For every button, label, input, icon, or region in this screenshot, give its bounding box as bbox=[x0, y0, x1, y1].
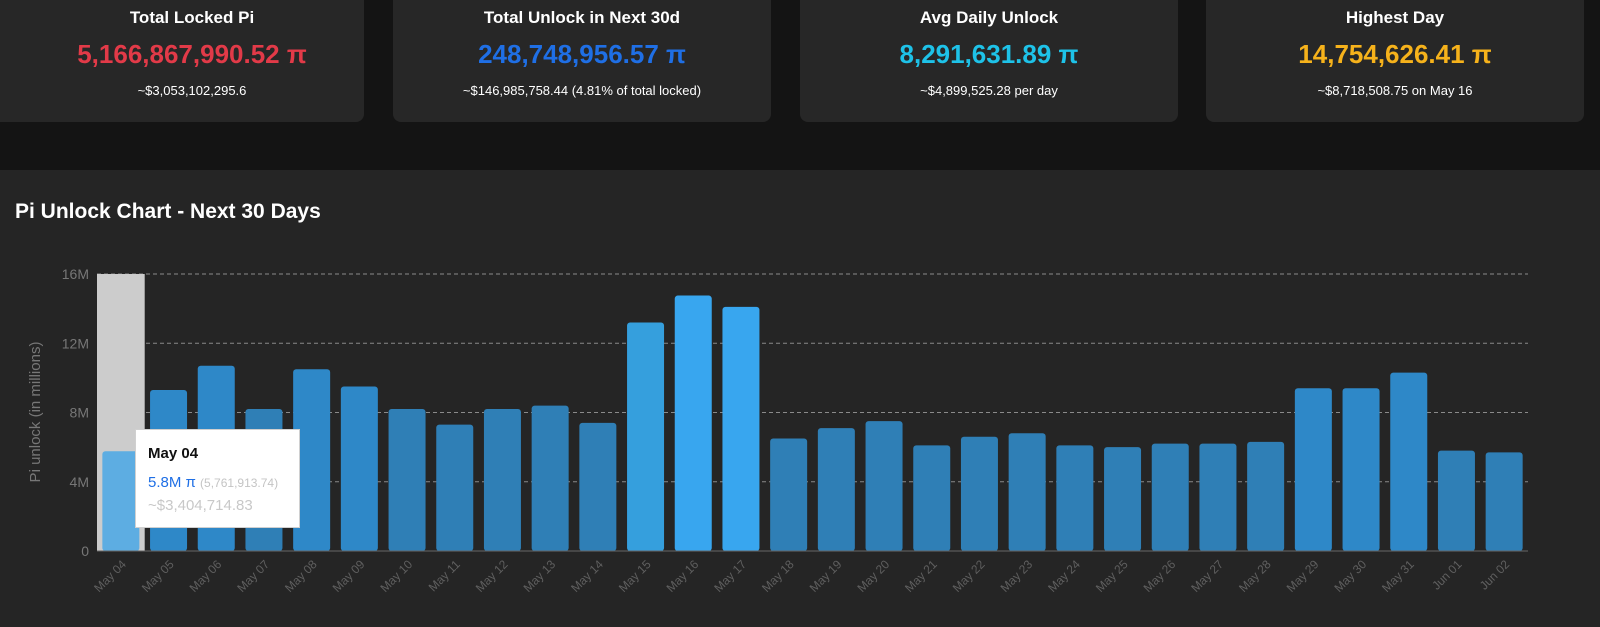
x-tick-label: May 17 bbox=[711, 557, 749, 595]
bar bbox=[1437, 450, 1475, 551]
bar bbox=[293, 369, 331, 551]
card-value: 5,166,867,990.52 π bbox=[77, 39, 307, 69]
x-tick-label: May 25 bbox=[1093, 557, 1131, 595]
x-tick-label: May 21 bbox=[902, 557, 940, 595]
chart-tooltip: May 04 5.8M π (5,761,913.74) ~$3,404,714… bbox=[135, 429, 300, 528]
bar bbox=[722, 306, 760, 551]
y-tick-label: 4M bbox=[70, 474, 89, 490]
x-tick-label: May 26 bbox=[1141, 557, 1179, 595]
bar bbox=[1294, 388, 1332, 551]
x-tick-label: May 06 bbox=[187, 557, 225, 595]
bar bbox=[1199, 443, 1237, 551]
tooltip-value-short: 5.8M π bbox=[148, 474, 196, 491]
card-subtext: ~$8,718,508.75 on May 16 bbox=[1317, 83, 1473, 98]
tooltip-value: 5.8M π (5,761,913.74) bbox=[148, 474, 278, 491]
card-subtext: ~$146,985,758.44 (4.81% of total locked) bbox=[462, 83, 702, 98]
card-subtext: ~$3,053,102,295.6 bbox=[137, 83, 247, 98]
x-tick-label: May 18 bbox=[759, 557, 797, 595]
x-tick-label: May 19 bbox=[807, 557, 845, 595]
x-tick-label: May 14 bbox=[568, 557, 606, 595]
chart-title: Pi Unlock Chart - Next 30 Days bbox=[15, 200, 321, 223]
card-title: Avg Daily Unlock bbox=[919, 8, 1059, 27]
bar bbox=[1008, 433, 1046, 551]
bar bbox=[960, 436, 998, 551]
card-value: 8,291,631.89 π bbox=[899, 39, 1079, 69]
card-title: Highest Day bbox=[1345, 8, 1445, 27]
bar bbox=[483, 409, 521, 551]
bar bbox=[1151, 443, 1189, 551]
x-tick-label: May 07 bbox=[234, 557, 272, 595]
card-unlock-30d: Total Unlock in Next 30d 248,748,956.57 … bbox=[393, 0, 771, 122]
x-tick-label: May 22 bbox=[950, 557, 988, 595]
bar bbox=[865, 421, 903, 551]
x-tick-label: May 20 bbox=[854, 557, 892, 595]
bar bbox=[1342, 388, 1380, 551]
bar bbox=[436, 424, 474, 551]
bar bbox=[388, 409, 426, 551]
bar bbox=[1485, 452, 1523, 551]
bar bbox=[1056, 445, 1094, 551]
x-tick-label: May 05 bbox=[139, 557, 177, 595]
bar bbox=[340, 386, 378, 551]
bar bbox=[102, 451, 140, 551]
x-tick-label: May 04 bbox=[91, 557, 129, 595]
bar bbox=[913, 445, 951, 551]
bar bbox=[817, 428, 855, 551]
x-tick-label: May 31 bbox=[1379, 557, 1417, 595]
tooltip-value-raw: (5,761,913.74) bbox=[200, 476, 279, 490]
y-tick-label: 0 bbox=[81, 543, 89, 559]
bar bbox=[674, 295, 712, 551]
tooltip-usd: ~$3,404,714.83 bbox=[148, 497, 253, 514]
card-avg-daily: Avg Daily Unlock 8,291,631.89 π ~$4,899,… bbox=[800, 0, 1178, 122]
x-tick-label: May 15 bbox=[616, 557, 654, 595]
x-tick-label: May 29 bbox=[1284, 557, 1322, 595]
x-tick-label: May 10 bbox=[377, 557, 415, 595]
card-total-locked: Total Locked Pi 5,166,867,990.52 π ~$3,0… bbox=[0, 0, 364, 122]
bar bbox=[770, 438, 808, 551]
y-tick-label: 12M bbox=[62, 335, 89, 351]
bar bbox=[531, 405, 569, 551]
x-tick-label: May 13 bbox=[521, 557, 559, 595]
x-tick-label: May 09 bbox=[330, 557, 368, 595]
x-tick-label: May 23 bbox=[998, 557, 1036, 595]
card-highest-day: Highest Day 14,754,626.41 π ~$8,718,508.… bbox=[1206, 0, 1584, 122]
x-tick-label: May 28 bbox=[1236, 557, 1274, 595]
y-tick-label: 16M bbox=[62, 266, 89, 282]
card-title: Total Unlock in Next 30d bbox=[483, 8, 681, 27]
bar bbox=[1247, 441, 1285, 551]
x-tick-label: May 24 bbox=[1045, 557, 1083, 595]
y-tick-label: 8M bbox=[70, 405, 89, 421]
card-value: 14,754,626.41 π bbox=[1298, 39, 1492, 69]
bar bbox=[1104, 447, 1142, 551]
card-title: Total Locked Pi bbox=[129, 8, 255, 27]
bar bbox=[627, 322, 665, 551]
tooltip-date: May 04 bbox=[148, 445, 199, 462]
x-tick-label: May 11 bbox=[426, 557, 463, 594]
y-axis-label: Pi unlock (in millions) bbox=[27, 342, 44, 483]
bar bbox=[1390, 372, 1428, 551]
x-tick-label: May 27 bbox=[1188, 557, 1226, 595]
summary-cards: Total Locked Pi 5,166,867,990.52 π ~$3,0… bbox=[0, 0, 1600, 122]
x-tick-label: May 12 bbox=[473, 557, 511, 595]
x-tick-label: May 30 bbox=[1331, 557, 1369, 595]
x-tick-label: Jun 01 bbox=[1429, 557, 1465, 593]
bar bbox=[579, 422, 617, 551]
x-tick-label: May 16 bbox=[664, 557, 702, 595]
card-value: 248,748,956.57 π bbox=[478, 39, 686, 69]
x-tick-label: May 08 bbox=[282, 557, 320, 595]
card-subtext: ~$4,899,525.28 per day bbox=[920, 83, 1058, 98]
x-tick-label: Jun 02 bbox=[1477, 557, 1513, 593]
